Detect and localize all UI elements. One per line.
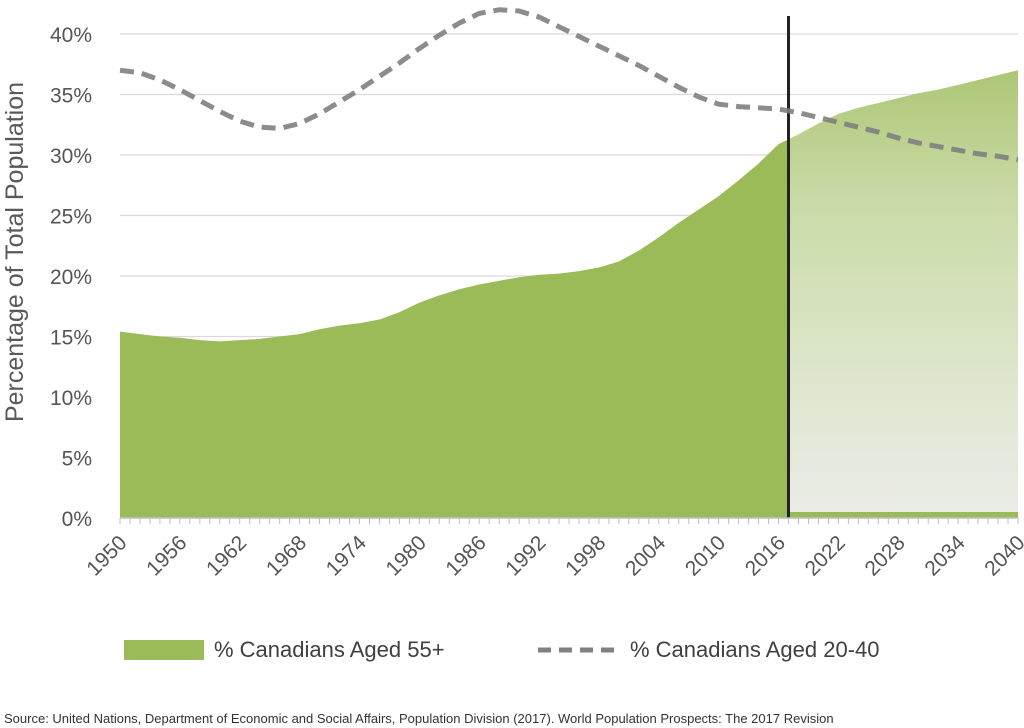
projection-fade <box>788 18 1018 512</box>
x-tick-label: 1962 <box>202 531 251 580</box>
x-tick-label: 2022 <box>801 531 850 580</box>
y-tick-label: 0% <box>62 508 92 531</box>
axes <box>119 517 1019 524</box>
y-axis-title: Percentage of Total Population <box>1 82 29 422</box>
x-tick-label: 1968 <box>262 531 311 580</box>
legend-label-20-40: % Canadians Aged 20-40 <box>630 637 880 662</box>
y-tick-label: 40% <box>50 24 92 47</box>
x-tick-label: 1992 <box>501 531 550 580</box>
legend: % Canadians Aged 55+ % Canadians Aged 20… <box>124 637 880 662</box>
x-tick-label: 1980 <box>382 531 431 580</box>
y-tick-label: 5% <box>62 448 92 471</box>
y-tick-label: 30% <box>50 145 92 168</box>
x-tick-label: 2010 <box>681 531 730 580</box>
y-tick-label: 25% <box>50 206 92 229</box>
line-series-layer <box>119 7 1019 163</box>
x-tick-label: 2016 <box>741 531 790 580</box>
line-aged-20-40 <box>119 7 1019 163</box>
legend-label-55plus: % Canadians Aged 55+ <box>214 637 445 662</box>
x-tick-label: 1998 <box>561 531 610 580</box>
y-tick-label: 35% <box>50 85 92 108</box>
x-tick-label: 1956 <box>142 531 191 580</box>
x-tick-label: 2028 <box>861 531 910 580</box>
x-tick-label: 2040 <box>980 531 1024 580</box>
x-tick-label: 1974 <box>322 531 372 581</box>
x-tick-label: 2034 <box>920 531 970 581</box>
x-tick-label: 1986 <box>441 531 490 580</box>
legend-swatch-55plus <box>124 640 204 660</box>
y-tick-label: 15% <box>50 327 92 350</box>
y-tick-label: 10% <box>50 387 92 410</box>
x-tick-label: 1950 <box>82 531 131 580</box>
x-tick-label: 2004 <box>621 531 671 581</box>
projection-region <box>787 16 1018 518</box>
y-tick-label: 20% <box>50 266 92 289</box>
x-tick-labels: 1950 1956 1962 1968 1974 1980 1986 1992 1998 2004… <box>82 531 1024 581</box>
y-tick-labels: 0% 5% 10% 15% 20% 25% 30% 35% 40% <box>50 24 92 531</box>
source-note: Source: United Nations, Department of Ec… <box>4 711 834 726</box>
